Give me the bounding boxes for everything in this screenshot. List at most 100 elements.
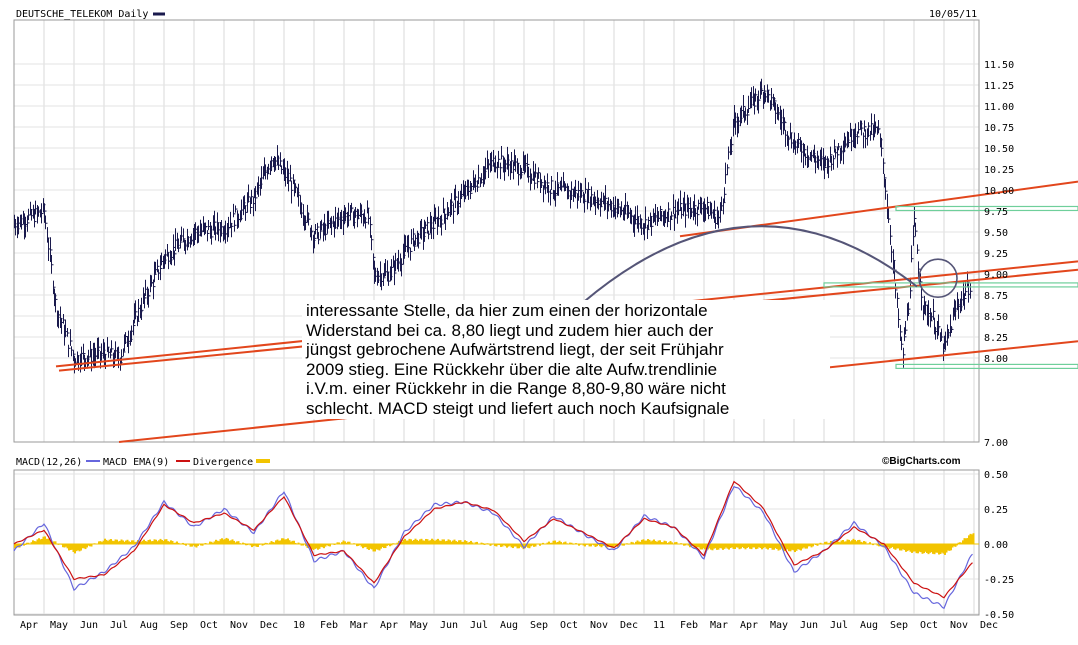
price-y-tick-label: 11.50: [984, 60, 1014, 71]
divergence-bar: [419, 539, 421, 544]
divergence-bar: [896, 544, 898, 549]
divergence-bar: [875, 543, 877, 545]
divergence-bar: [143, 539, 145, 544]
divergence-bar: [435, 539, 438, 544]
divergence-bar: [854, 539, 856, 544]
divergence-bar: [863, 541, 865, 544]
divergence-bar: [575, 543, 577, 544]
divergence-bar: [938, 544, 940, 555]
divergence-bar: [155, 539, 157, 544]
signal-line: [13, 480, 973, 599]
divergence-bar: [803, 544, 805, 548]
divergence-bar: [407, 540, 409, 544]
divergence-bar: [434, 540, 436, 544]
divergence-bar: [95, 544, 97, 545]
divergence-bar: [248, 544, 250, 545]
divergence-bar: [116, 539, 118, 544]
divergence-bar: [99, 541, 102, 544]
divergence-bar: [954, 544, 957, 547]
divergence-bar: [374, 544, 376, 552]
divergence-bar: [122, 540, 124, 544]
divergence-bar: [228, 540, 231, 544]
divergence-bar: [968, 535, 970, 544]
divergence-bar: [971, 534, 973, 544]
divergence-bar: [681, 543, 684, 545]
divergence-bar: [948, 544, 951, 551]
divergence-bar: [773, 544, 775, 550]
divergence-bar: [473, 543, 475, 545]
divergence-bar: [119, 540, 121, 544]
divergence-bar: [936, 544, 939, 553]
divergence-bar: [743, 544, 745, 549]
divergence-bar: [545, 544, 547, 545]
divergence-bar: [72, 544, 75, 552]
price-y-tick-label: 7.00: [984, 438, 1008, 449]
divergence-bar: [585, 544, 588, 545]
divergence-bar: [210, 541, 213, 544]
divergence-bar: [960, 542, 963, 544]
divergence-bar: [296, 543, 298, 545]
x-tick-label: Feb: [680, 620, 698, 631]
x-tick-label: Dec: [620, 620, 638, 631]
x-tick-label: May: [410, 620, 428, 631]
divergence-bar: [153, 539, 156, 544]
divergence-bar: [230, 540, 232, 544]
divergence-bar: [147, 540, 150, 544]
divergence-bar: [893, 544, 895, 549]
divergence-bar: [866, 543, 868, 545]
divergence-bar: [386, 544, 388, 546]
divergence-bar: [333, 544, 336, 545]
divergence-bar: [516, 544, 519, 549]
divergence-bar: [377, 544, 379, 550]
divergence-bar: [653, 539, 655, 544]
divergence-bar: [569, 542, 571, 544]
divergence-bar: [132, 540, 135, 544]
divergence-bar: [245, 544, 247, 546]
divergence-bar: [561, 543, 564, 544]
divergence-bar: [495, 544, 498, 547]
price-y-tick-label: 10.50: [984, 144, 1014, 155]
divergence-bar: [212, 542, 214, 544]
divergence-bar: [336, 542, 339, 544]
divergence-bar: [252, 544, 255, 547]
divergence-bar: [156, 541, 159, 544]
divergence-bar: [108, 539, 111, 544]
divergence-bar: [347, 541, 349, 544]
divergence-bar: [284, 539, 286, 544]
divergence-bar: [752, 544, 754, 548]
divergence-bar: [294, 542, 297, 544]
divergence-bar: [594, 544, 597, 547]
divergence-bar: [197, 544, 199, 546]
divergence-bar: [167, 541, 169, 544]
price-y-tick-label: 11.25: [984, 81, 1014, 92]
divergence-bar: [716, 544, 718, 550]
divergence-bar: [510, 544, 513, 548]
divergence-bar: [174, 542, 177, 544]
divergence-bar: [233, 540, 235, 544]
divergence-bar: [224, 539, 226, 544]
divergence-bar: [801, 544, 804, 549]
divergence-bar: [276, 539, 279, 544]
price-y-tick-label: 11.00: [984, 102, 1014, 113]
divergence-bar: [279, 540, 282, 544]
divergence-bar: [389, 544, 391, 547]
macd-y-tick-label: -0.25: [984, 575, 1014, 586]
annotation-line-3: jüngst gebrochene Aufwärtstrend liegt, d…: [306, 340, 724, 359]
divergence-bar: [926, 544, 928, 553]
divergence-bar: [222, 539, 225, 544]
divergence-bar: [612, 544, 615, 548]
divergence-bar: [627, 544, 630, 545]
divergence-bar: [498, 544, 501, 546]
divergence-bar: [873, 544, 876, 545]
divergence-bar: [722, 544, 724, 550]
divergence-bar: [623, 544, 625, 546]
divergence-bar: [489, 544, 492, 546]
divergence-bar: [914, 544, 916, 552]
divergence-bar: [86, 544, 88, 548]
divergence-bar: [188, 544, 190, 545]
divergence-bar: [962, 540, 964, 544]
divergence-bar: [101, 542, 103, 544]
divergence-bar: [732, 544, 735, 549]
divergence-bar: [171, 540, 174, 544]
divergence-bar: [837, 541, 840, 544]
